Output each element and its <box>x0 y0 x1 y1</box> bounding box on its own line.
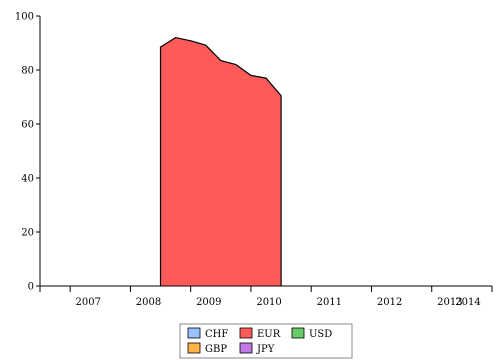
legend-label-chf: CHF <box>205 329 228 340</box>
legend-swatch-eur <box>239 327 253 339</box>
legend-label-usd: USD <box>309 329 332 340</box>
y-tick-label: 20 <box>21 228 34 239</box>
x-tick-label: 2014 <box>455 297 480 308</box>
legend-label-eur: EUR <box>257 329 281 340</box>
x-tick-label: 2011 <box>317 297 342 308</box>
y-tick-label: 60 <box>21 120 34 131</box>
y-tick-label: 100 <box>15 12 34 23</box>
legend: CHF EUR USD GBP JPY <box>179 323 353 359</box>
legend-swatch-gbp <box>187 342 201 354</box>
y-tick-label: 40 <box>21 174 34 185</box>
area-eur <box>160 37 282 286</box>
plot-area <box>159 36 282 286</box>
y-tick-label: 80 <box>21 66 34 77</box>
legend-label-gbp: GBP <box>205 344 227 355</box>
x-tick-label: 2007 <box>76 297 101 308</box>
legend-swatch-jpy <box>239 342 253 354</box>
legend-swatch-usd <box>291 327 305 339</box>
y-axis: 0 20 40 60 80 100 <box>15 12 41 293</box>
x-tick-label: 2009 <box>196 297 221 308</box>
legend-box <box>179 323 353 359</box>
x-tick-label: 2013 <box>437 297 462 308</box>
x-tick-label: 2012 <box>377 297 402 308</box>
legend-swatch-chf <box>187 327 201 339</box>
y-tick-label: 0 <box>28 282 34 293</box>
legend-label-jpy: JPY <box>256 344 275 355</box>
area-outline-eur <box>159 36 282 286</box>
x-tick-label: 2008 <box>136 297 161 308</box>
x-tick-label: 2010 <box>256 297 281 308</box>
